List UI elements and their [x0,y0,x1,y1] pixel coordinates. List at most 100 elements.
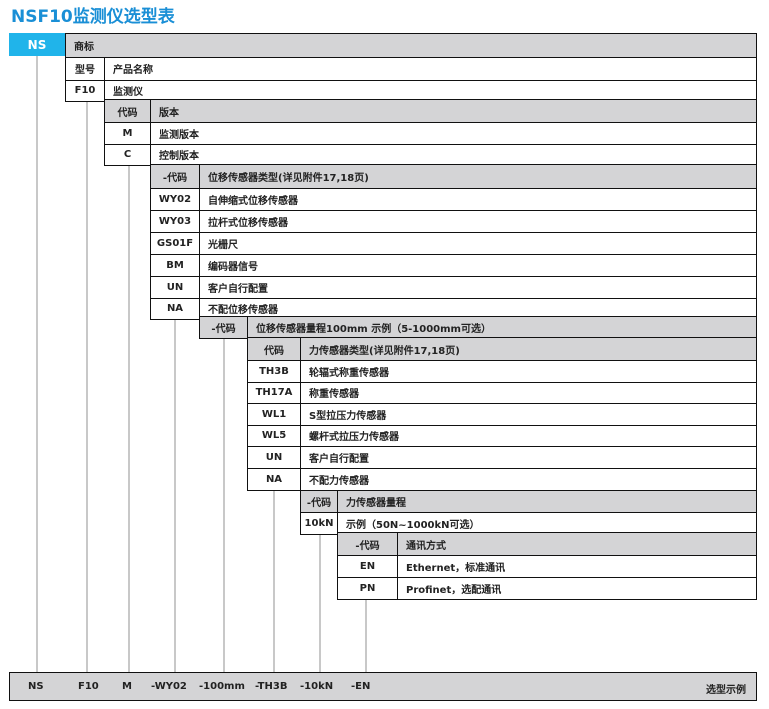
table-header-row: -代码 位移传感器类型(详见附件17,18页) [151,165,756,189]
description-cell: 通讯方式 [406,540,446,552]
table-row: 型号 产品名称 [66,57,756,81]
example-code: -TH3B [255,681,288,692]
selection-block-displacement-range: -代码 位移传感器量程100mm 示例（5-1000mm可选） [199,316,757,339]
selection-block-displacement-sensor-type: -代码 位移传感器类型(详见附件17,18页) WY02 自伸缩式位移传感器 WY03 拉… [150,164,757,320]
description-cell: Profinet，选配通讯 [406,584,502,596]
table-header-row: 代码 版本 [105,100,756,123]
description-cell: 自伸缩式位移传感器 [208,195,298,207]
table-row: M 监测版本 [105,122,756,145]
example-code: -EN [351,681,371,692]
code-cell: EN [338,555,398,577]
code-cell: TH3B [248,360,301,382]
code-cell: -代码 [338,533,398,555]
description-cell: S型拉压力传感器 [309,410,387,422]
connector-line [223,337,225,672]
code-cell: -代码 [200,317,248,338]
description-cell: 版本 [159,107,179,119]
description-cell: 产品名称 [113,65,153,76]
table-header-row: 代码 力传感器类型(详见附件17,18页) [248,338,756,361]
code-cell: WY03 [151,210,200,232]
example-code: -100mm [199,681,245,692]
table-row: F10 监测仪 [66,80,756,101]
code-cell: -代码 [151,165,200,188]
description-cell: 光栅尺 [208,239,238,251]
example-code: -10kN [300,681,334,692]
connector-line [36,56,38,672]
code-cell: 型号 [66,57,105,80]
description-cell: 商标 [74,42,94,53]
connector-line [273,490,275,672]
code-cell: NA [151,298,200,319]
description-cell: 轮辐式称重传感器 [309,367,389,379]
code-cell: 代码 [105,100,151,122]
description-cell: 编码器信号 [208,261,258,273]
description-cell: 位移传感器类型(详见附件17,18页) [208,173,369,184]
description-cell: 位移传感器量程100mm 示例（5-1000mm可选） [256,324,491,335]
selection-example-bar: 选型示例 NS F10 M -WY02 -100mm -TH3B -10kN -EN [9,672,757,701]
code-cell: 代码 [248,338,301,360]
description-cell: 控制版本 [159,151,199,162]
code-cell: UN [248,446,301,468]
description-cell: 力传感器类型(详见附件17,18页) [309,345,460,357]
example-code: F10 [78,681,99,692]
code-cell: BM [151,254,200,276]
table-header-row: -代码 通讯方式 [338,533,756,556]
code-cell: F10 [66,80,105,101]
table-row: TH17A 称重传感器 [248,382,756,404]
example-code: M [122,681,132,692]
table-row: 10kN 示例（50N~1000kN可选） [301,512,756,534]
connector-line [174,316,176,672]
table-row: NA 不配力传感器 [248,468,756,490]
description-cell: 监测仪 [113,87,143,98]
description-cell: 示例（50N~1000kN可选） [346,519,480,531]
selection-block-model: 商标 型号 产品名称 F10 监测仪 [65,33,757,102]
table-row: BM 编码器信号 [151,254,756,277]
code-cell: TH17A [248,382,301,403]
selection-block-version: 代码 版本 M 监测版本 C 控制版本 [104,99,757,166]
selection-block-force-sensor-type: 代码 力传感器类型(详见附件17,18页) TH3B 轮辐式称重传感器 TH17A 称重传… [247,337,757,491]
example-code: NS [28,681,44,692]
description-cell: 客户自行配置 [309,453,369,465]
connector-line [319,532,321,672]
code-cell: WL5 [248,425,301,446]
description-cell: 客户自行配置 [208,283,268,295]
description-cell: 不配位移传感器 [208,305,278,316]
table-row: EN Ethernet，标准通讯 [338,555,756,578]
description-cell: 力传感器量程 [346,498,406,509]
code-cell: WY02 [151,188,200,210]
selection-block-force-range: -代码 力传感器量程 10kN 示例（50N~1000kN可选） [300,490,757,535]
code-cell: M [105,122,151,144]
table-row: PN Profinet，选配通讯 [338,577,756,599]
code-cell: C [105,144,151,165]
description-cell: 称重传感器 [309,389,359,400]
table-header-row: -代码 力传感器量程 [301,491,756,513]
table-row: WL1 S型拉压力传感器 [248,403,756,426]
table-row: WY03 拉杆式位移传感器 [151,210,756,233]
table-row: UN 客户自行配置 [151,276,756,299]
code-cell: -代码 [301,491,338,512]
description-cell: 拉杆式位移传感器 [208,217,288,229]
table-row: WL5 螺杆式拉压力传感器 [248,425,756,447]
description-cell: 监测版本 [159,129,199,141]
connector-line [86,99,88,672]
connector-line [365,597,367,672]
page-title: NSF10监测仪选型表 [11,7,175,27]
code-cell: GS01F [151,232,200,254]
code-cell: 10kN [301,512,338,534]
brand-code-cell: NS [9,33,65,56]
code-cell: NA [248,468,301,490]
table-row: NA 不配位移传感器 [151,298,756,319]
table-row: GS01F 光栅尺 [151,232,756,255]
table-row: WY02 自伸缩式位移传感器 [151,188,756,211]
table-row: C 控制版本 [105,144,756,165]
connector-line [128,164,130,672]
description-cell: Ethernet，标准通讯 [406,562,506,574]
table-header-row: 商标 [66,34,756,58]
table-row: UN 客户自行配置 [248,446,756,469]
code-cell: WL1 [248,403,301,425]
code-cell: PN [338,577,398,599]
table-header-row: -代码 位移传感器量程100mm 示例（5-1000mm可选） [200,317,756,338]
example-code: -WY02 [151,681,187,692]
description-cell: 不配力传感器 [309,475,369,487]
description-cell: 螺杆式拉压力传感器 [309,432,399,443]
